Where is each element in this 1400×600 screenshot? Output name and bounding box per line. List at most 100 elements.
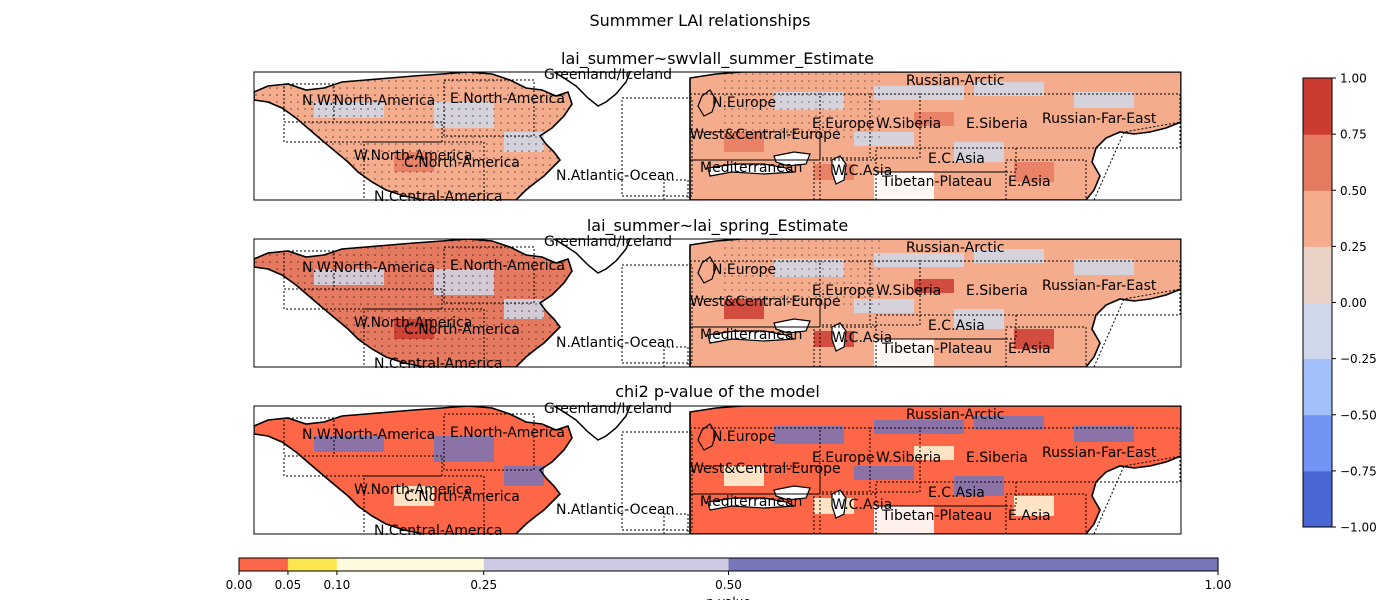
region-label: N.W.North-America bbox=[302, 260, 435, 276]
panel-title: lai_summer~lai_spring_Estimate bbox=[587, 216, 848, 236]
region-label: E.C.Asia bbox=[928, 318, 985, 334]
region-label: E.Siberia bbox=[966, 283, 1028, 299]
africa-land bbox=[694, 172, 814, 200]
colorbar-tick-label: 0.00 bbox=[1340, 296, 1367, 310]
no-data-area bbox=[874, 339, 934, 367]
colorbar-tick-label: −0.50 bbox=[1340, 408, 1377, 422]
africa-land bbox=[694, 506, 814, 534]
map-cell-patch bbox=[314, 436, 384, 452]
colorbar-segment bbox=[336, 558, 484, 571]
panel-frame bbox=[253, 238, 1182, 368]
region-label: Greenland/Iceland bbox=[544, 401, 672, 417]
coastline bbox=[254, 239, 573, 367]
colorbar-tick-label: 0.10 bbox=[324, 578, 351, 592]
map-cell-patch bbox=[504, 466, 544, 486]
region-label: N.W.North-America bbox=[302, 427, 435, 443]
region-label: C.North-America bbox=[404, 155, 520, 171]
colorbar-tick-label: 0.50 bbox=[715, 578, 742, 592]
colorbar-tick-label: 0.05 bbox=[275, 578, 302, 592]
colorbar-tick-label: 1.00 bbox=[1340, 72, 1367, 86]
colorbar-segment bbox=[1303, 78, 1332, 135]
region-label: W.North-America bbox=[354, 315, 472, 331]
region-label: West&Central-Europe bbox=[690, 461, 841, 477]
region-label: N.Central-America bbox=[374, 356, 502, 372]
region-label: E.Europe bbox=[812, 283, 875, 299]
uk-coast bbox=[697, 256, 717, 284]
panel-frame bbox=[253, 405, 1182, 535]
colorbar-segment bbox=[239, 558, 288, 571]
region-box bbox=[919, 427, 1181, 483]
greenland-coast bbox=[552, 239, 631, 274]
colorbar-segment bbox=[1303, 302, 1332, 360]
colorbar-tick-label: 1.00 bbox=[1205, 578, 1232, 592]
map-cell-patch bbox=[1074, 259, 1134, 275]
map-cell-patch bbox=[1074, 426, 1134, 442]
region-label: E.North-America bbox=[450, 425, 565, 441]
map-cell-patch bbox=[954, 476, 1004, 496]
region-label: N.Central-America bbox=[374, 189, 502, 205]
significance-stippling bbox=[724, 239, 884, 309]
mediterranean-sea bbox=[707, 163, 797, 177]
region-label: E.Siberia bbox=[966, 116, 1028, 132]
map-area bbox=[254, 72, 1181, 200]
region-label: W.C.Asia bbox=[832, 163, 892, 179]
region-box bbox=[1093, 121, 1181, 200]
map-area bbox=[254, 406, 1181, 534]
map-cell-patch bbox=[914, 112, 954, 126]
region-label: Mediterranean bbox=[700, 327, 802, 343]
region-label: E.Asia bbox=[1008, 508, 1051, 524]
coastline bbox=[254, 406, 573, 534]
region-label: C.North-America bbox=[404, 489, 520, 505]
region-box bbox=[663, 513, 689, 534]
region-label: W.Siberia bbox=[876, 116, 941, 132]
map-cell-patch bbox=[874, 420, 964, 434]
coastline bbox=[689, 72, 1181, 200]
region-label: E.C.Asia bbox=[928, 485, 985, 501]
colorbar-tick-label: 0.50 bbox=[1340, 184, 1367, 198]
mediterranean-sea bbox=[707, 330, 797, 344]
caspian-sea bbox=[831, 155, 847, 185]
coastline bbox=[689, 406, 1181, 534]
region-box bbox=[1005, 326, 1087, 367]
region-box bbox=[443, 246, 535, 304]
region-label: E.Europe bbox=[812, 116, 875, 132]
region-label: Tibetan-Plateau bbox=[881, 174, 992, 190]
colorbar-segment bbox=[1303, 190, 1332, 247]
panel-chi2-pvalue: chi2 p-value of the modelGreenland/Icela… bbox=[253, 382, 1182, 539]
region-label: C.North-America bbox=[404, 322, 520, 338]
region-label: N.Europe bbox=[712, 429, 776, 445]
region-label: W.Siberia bbox=[876, 283, 941, 299]
colorbar-segment bbox=[1303, 134, 1332, 191]
region-box bbox=[443, 79, 535, 137]
region-label: Russian-Arctic bbox=[906, 407, 1004, 423]
panel-title: chi2 p-value of the model bbox=[615, 382, 820, 401]
colorbar-tick-label: 0.25 bbox=[470, 578, 497, 592]
region-label: N.Europe bbox=[712, 262, 776, 278]
panel-frame bbox=[253, 71, 1182, 201]
region-label: W.North-America bbox=[354, 482, 472, 498]
region-label: Russian-Far-East bbox=[1042, 278, 1157, 294]
map-cell-patch bbox=[874, 86, 964, 100]
region-box bbox=[919, 260, 1181, 316]
colorbar-tick-label: 0.25 bbox=[1340, 240, 1367, 254]
region-label: N.Central-America bbox=[374, 523, 502, 539]
colorbar-tick-label: 0.00 bbox=[226, 578, 253, 592]
region-box bbox=[283, 288, 443, 310]
mediterranean-sea bbox=[707, 497, 797, 511]
region-box bbox=[689, 159, 821, 200]
colorbar-segment bbox=[1303, 358, 1332, 416]
map-cell-patch bbox=[1014, 496, 1054, 516]
colorbar-segment bbox=[483, 558, 729, 571]
colorbar-tick-label: −0.25 bbox=[1340, 352, 1377, 366]
colorbar-tick-label: −1.00 bbox=[1340, 521, 1377, 535]
no-data-area bbox=[874, 172, 934, 200]
region-box bbox=[663, 346, 689, 367]
pvalue-colorbar: 0.00 0.05 0.10 0.25 0.50 1.00 p-value bbox=[226, 557, 1232, 600]
region-box bbox=[689, 326, 821, 367]
colorbar-tick-label: −0.75 bbox=[1340, 464, 1377, 478]
black-sea bbox=[773, 485, 811, 501]
region-label: Mediterranean bbox=[700, 160, 802, 176]
region-box bbox=[283, 121, 443, 143]
caspian-sea bbox=[831, 489, 847, 519]
